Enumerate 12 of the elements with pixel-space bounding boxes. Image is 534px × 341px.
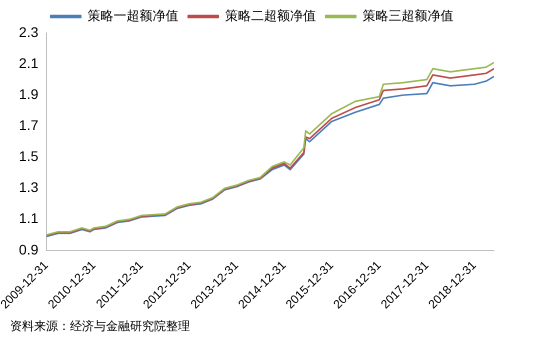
- y-tick-label: 1.3: [18, 179, 39, 196]
- text: 资料来源：经济与金融研究院整理: [10, 318, 190, 335]
- y-tick-label: 0.9: [18, 241, 39, 258]
- y-tick-label: 2.3: [18, 24, 39, 40]
- y-tick-label: 1.1: [18, 210, 39, 226]
- legend-label: 策略三超额净值: [362, 8, 454, 23]
- y-tick-label: 1.9: [18, 86, 39, 102]
- y-tick-label: 2.1: [18, 54, 39, 71]
- legend-label: 策略一超额净值: [87, 8, 178, 23]
- legend-label: 策略二超额净值: [224, 8, 316, 23]
- y-tick-label: 1.7: [18, 117, 39, 134]
- y-tick-label: 1.5: [18, 148, 39, 164]
